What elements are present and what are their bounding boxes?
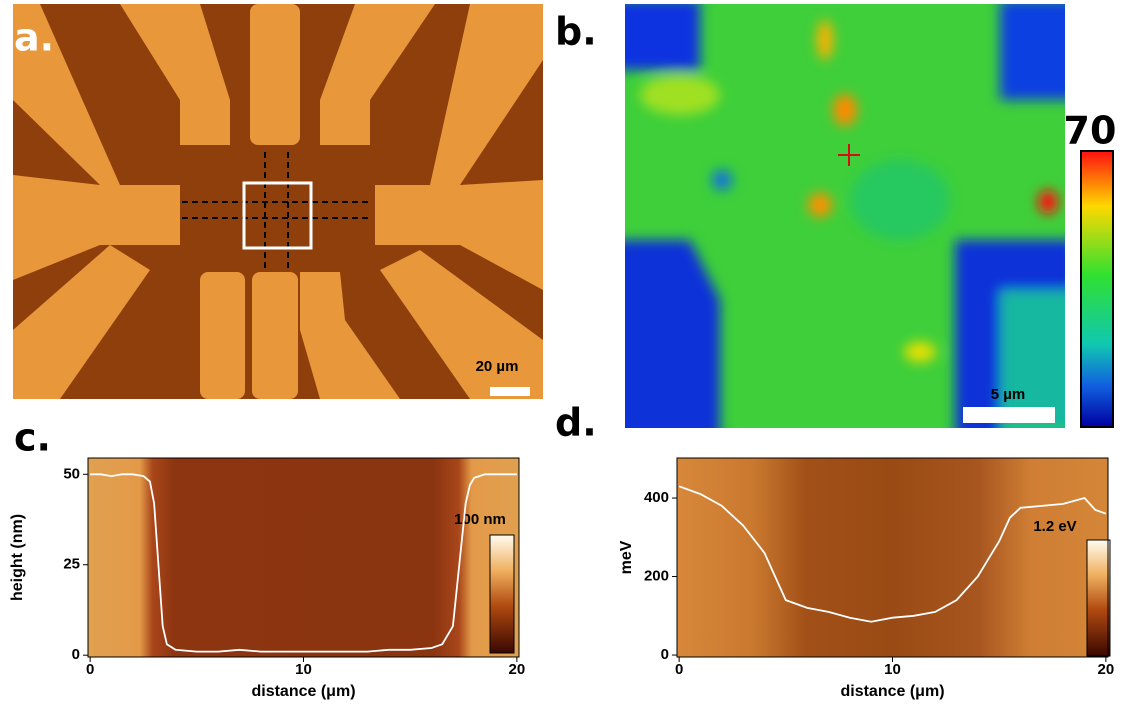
x-tick-label: 10 bbox=[295, 661, 312, 678]
panel-label: b. bbox=[555, 10, 597, 54]
colorbar-label: 70 bbox=[1064, 109, 1117, 153]
x-axis-label: distance (μm) bbox=[251, 683, 355, 700]
y-tick-label: 0 bbox=[72, 646, 80, 663]
panel-c-image bbox=[88, 458, 519, 657]
y-tick-label: 400 bbox=[644, 489, 669, 506]
y-axis-label: meV bbox=[618, 540, 635, 574]
y-tick-label: 25 bbox=[63, 556, 80, 573]
x-tick-label: 0 bbox=[675, 661, 683, 678]
x-tick-label: 20 bbox=[509, 661, 526, 678]
x-tick-label: 20 bbox=[1098, 661, 1115, 678]
x-tick-label: 10 bbox=[884, 661, 901, 678]
y-tick-label: 0 bbox=[661, 646, 669, 663]
scale-bar-label: 20 µm bbox=[476, 358, 519, 375]
x-axis-label: distance (μm) bbox=[840, 683, 944, 700]
figure: a. 20 µm b. 5 µm 70 0255001020distance ( bbox=[0, 0, 1126, 711]
colorbar bbox=[1087, 540, 1110, 656]
scale-bar-label: 5 µm bbox=[991, 386, 1026, 403]
panel-d-image bbox=[677, 458, 1108, 657]
y-tick-label: 200 bbox=[644, 568, 669, 585]
colorbar bbox=[1081, 151, 1113, 427]
panel-label: a. bbox=[14, 16, 54, 60]
colorbar bbox=[490, 535, 514, 653]
panel-label: c. bbox=[14, 416, 51, 460]
colorbar-label: 100 nm bbox=[454, 511, 506, 528]
panel-a-image bbox=[13, 4, 543, 399]
colorbar-label: 1.2 eV bbox=[1033, 518, 1076, 535]
panel-b-image bbox=[610, 0, 1080, 440]
panel-label: d. bbox=[555, 401, 597, 445]
x-tick-label: 0 bbox=[86, 661, 94, 678]
y-axis-label: height (nm) bbox=[9, 514, 26, 601]
y-tick-label: 50 bbox=[63, 465, 80, 482]
